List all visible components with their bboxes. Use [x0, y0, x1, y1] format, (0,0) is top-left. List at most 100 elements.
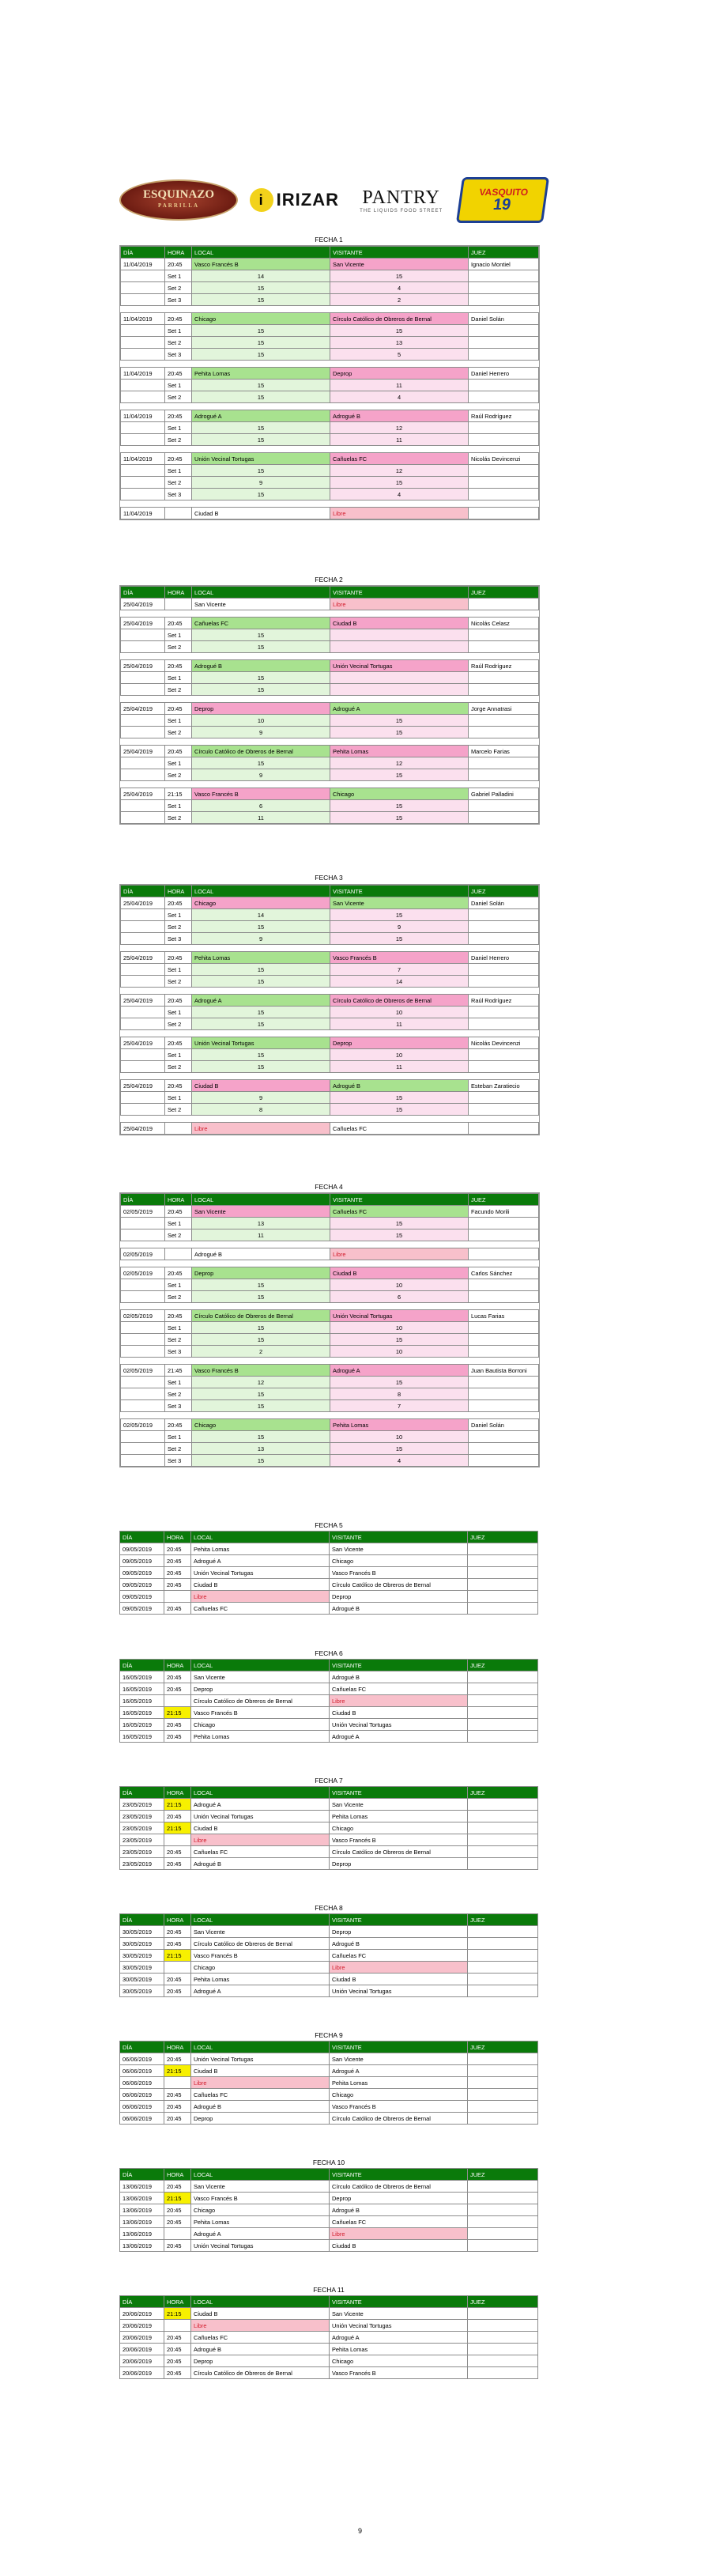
- visitor-team: Adrogué B: [329, 2204, 468, 2216]
- local-team: Unión Vecinal Tortugas: [190, 2053, 330, 2065]
- local-team: Ciudad B: [191, 1079, 330, 1092]
- set-local-score: 9: [191, 476, 330, 489]
- set-local-score: 15: [191, 391, 330, 403]
- set-local-score: 15: [191, 1006, 330, 1018]
- match-date: 11/04/2019: [120, 507, 165, 519]
- header-dia: DÍA: [119, 1531, 164, 1543]
- set-label: Set 2: [164, 683, 192, 696]
- set-local-score: 15: [191, 1290, 330, 1303]
- set-row: Set 2 15 9: [120, 920, 539, 933]
- match-row: 13/06/2019 20:45 Pehita Lomas Cañuelas FC: [119, 2215, 538, 2228]
- set-empty: [468, 1048, 539, 1061]
- set-empty: [468, 1018, 539, 1030]
- spacer-cell: [330, 1241, 469, 1248]
- set-empty: [468, 932, 539, 945]
- header-visitante: VISITANTE: [329, 1913, 468, 1926]
- fecha-table: DÍA HORA LOCAL VISITANTE JUEZ 20/06/2019 21:15…: [119, 2295, 538, 2379]
- visitor-team: Unión Vecinal Tortugas: [330, 659, 469, 672]
- header-juez: JUEZ: [467, 1531, 538, 1543]
- header-hora: HORA: [164, 885, 192, 897]
- spacer-cell: [164, 1072, 192, 1080]
- referee: [467, 1973, 538, 1985]
- spacer-cell: [468, 1411, 539, 1419]
- spacer-cell: [468, 944, 539, 952]
- visitor-team: Adrogué B: [329, 1937, 468, 1950]
- referee: Raúl Rodríguez: [468, 410, 539, 422]
- header-local: LOCAL: [190, 2295, 330, 2308]
- set-label: Set 1: [164, 963, 192, 976]
- spacer-cell: [191, 445, 330, 453]
- set-empty: [120, 932, 165, 945]
- match-row: 20/06/2019 20:45 Deprop Chicago: [119, 2355, 538, 2367]
- set-visitor-score: 15: [330, 476, 469, 489]
- match-time: 20:45: [164, 1683, 191, 1695]
- match-time: [164, 2076, 191, 2089]
- referee: [467, 1730, 538, 1743]
- set-empty: [120, 757, 165, 769]
- spacer-cell: [164, 1241, 192, 1248]
- referee: [467, 1706, 538, 1719]
- local-team: Pehita Lomas: [190, 1730, 330, 1743]
- referee: Jorge Annatrasi: [468, 702, 539, 715]
- spacer-row: [120, 1029, 539, 1037]
- local-team: Círculo Católico de Obreros de Bernal: [191, 745, 330, 757]
- local-team: Ciudad B: [190, 2307, 330, 2320]
- spacer-cell: [330, 500, 469, 508]
- set-visitor-score: [330, 629, 469, 641]
- header-local: LOCAL: [190, 1786, 330, 1799]
- local-team: Unión Vecinal Tortugas: [190, 1566, 330, 1579]
- set-label: Set 3: [164, 1399, 192, 1412]
- spacer-cell: [164, 360, 192, 368]
- visitor-team: Pehita Lomas: [330, 745, 469, 757]
- match-row: 20/06/2019 Libre Unión Vecinal Tortugas: [119, 2319, 538, 2332]
- match-date: 16/05/2019: [119, 1718, 164, 1731]
- match-time: 20:45: [164, 1985, 191, 1997]
- spacer-cell: [330, 780, 469, 788]
- match-date: 02/05/2019: [120, 1205, 165, 1218]
- match-time: 21:15: [164, 2307, 191, 2320]
- set-empty: [120, 1430, 165, 1443]
- set-row: Set 2 9 15: [120, 726, 539, 738]
- match-date: 02/05/2019: [120, 1267, 165, 1279]
- set-empty: [120, 336, 165, 349]
- set-empty: [120, 671, 165, 684]
- set-label: Set 1: [164, 1217, 192, 1229]
- match-row: 16/05/2019 20:45 Deprop Cañuelas FC: [119, 1683, 538, 1695]
- set-empty: [468, 811, 539, 824]
- header-dia: DÍA: [119, 2168, 164, 2181]
- spacer-cell: [468, 1302, 539, 1310]
- set-label: Set 2: [164, 769, 192, 781]
- set-empty: [120, 920, 165, 933]
- header-hora: HORA: [164, 1913, 191, 1926]
- match-date: 25/04/2019: [120, 1122, 165, 1135]
- match-time: 20:45: [164, 1925, 191, 1938]
- match-row: 09/05/2019 20:45 Adrogué A Chicago: [119, 1554, 538, 1567]
- table-header: DÍA HORA LOCAL VISITANTE JUEZ: [119, 1659, 538, 1671]
- local-team: Ciudad B: [190, 1578, 330, 1591]
- spacer-row: [120, 1072, 539, 1080]
- match-row: 02/05/2019 20:45 Deprop Ciudad B Carlos Sánc…: [120, 1267, 539, 1279]
- spacer-cell: [191, 780, 330, 788]
- set-local-score: 15: [191, 1399, 330, 1412]
- match-date: 09/05/2019: [119, 1578, 164, 1591]
- match-time: 20:45: [164, 1554, 191, 1567]
- match-date: 13/06/2019: [119, 2239, 164, 2252]
- match-time: 20:45: [164, 1418, 192, 1431]
- set-label: Set 2: [164, 1229, 192, 1241]
- match-date: 30/05/2019: [119, 1949, 164, 1962]
- set-empty: [120, 769, 165, 781]
- referee: [467, 1845, 538, 1858]
- header-local: LOCAL: [191, 586, 330, 599]
- match-time: 20:45: [164, 1671, 191, 1683]
- match-row: 09/05/2019 20:45 Cañuelas FC Adrogué B: [119, 1602, 538, 1615]
- set-label: Set 3: [164, 348, 192, 361]
- set-row: Set 1 15 12: [120, 464, 539, 477]
- match-date: 20/06/2019: [119, 2319, 164, 2332]
- spacer-row: [120, 402, 539, 410]
- set-row: Set 1 15 15: [120, 324, 539, 337]
- header-visitante: VISITANTE: [330, 885, 469, 897]
- spacer-cell: [191, 944, 330, 952]
- spacer-cell: [191, 500, 330, 508]
- match-time: 21:15: [164, 788, 192, 800]
- match-date: 11/04/2019: [120, 312, 165, 325]
